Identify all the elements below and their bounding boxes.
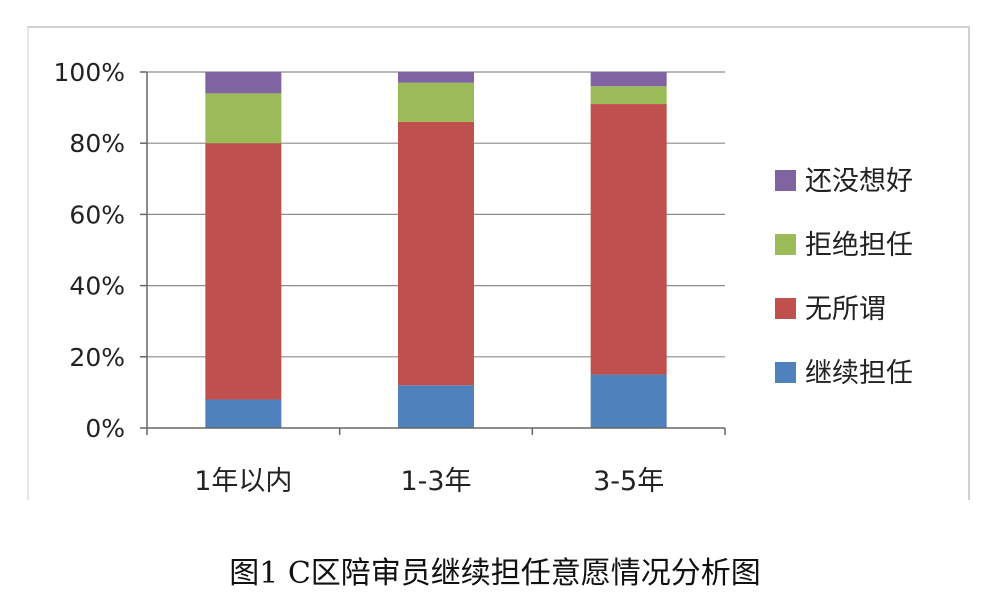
legend-label: 无所谓	[805, 294, 886, 325]
y-tick-label: 80%	[69, 129, 125, 158]
bar-segment	[590, 72, 667, 87]
stacked-bar-chart: 0% 20% 40% 60% 80% 100% 1年以内 1-3年 3-5年 还没想好拒绝担任…	[54, 58, 913, 497]
bar-segment	[590, 374, 667, 428]
chart-frame	[27, 26, 970, 500]
legend-swatch	[775, 234, 796, 255]
bar-segment	[205, 143, 282, 400]
x-category-label: 1-3年	[400, 466, 471, 497]
legend-label: 拒绝担任	[805, 230, 913, 261]
bar-segment	[398, 121, 474, 386]
bar-segment	[590, 86, 667, 105]
y-tick-label: 100%	[54, 58, 125, 87]
bars	[205, 72, 667, 428]
y-tick-label: 60%	[69, 200, 125, 229]
bar-segment	[205, 93, 282, 144]
bar-segment	[398, 82, 474, 122]
legend-swatch	[775, 170, 796, 191]
y-tick-labels: 0% 20% 40% 60% 80% 100%	[54, 58, 125, 443]
figure-caption: 图1 C区陪审员继续担任意愿情况分析图	[229, 556, 761, 591]
bar-segment	[205, 72, 282, 94]
axes	[140, 71, 726, 435]
legend-swatch	[775, 298, 796, 319]
legend-swatch	[775, 362, 796, 383]
x-category-labels: 1年以内 1-3年 3-5年	[194, 466, 664, 497]
x-category-label: 3-5年	[593, 466, 664, 497]
x-category-label: 1年以内	[194, 466, 292, 497]
legend-label: 还没想好	[805, 166, 913, 197]
bar-segment	[398, 385, 474, 428]
y-tick-label: 40%	[69, 272, 125, 301]
y-tick-label: 20%	[69, 343, 125, 372]
bar-segment	[398, 72, 474, 83]
bar-segment	[590, 104, 667, 375]
legend-label: 继续担任	[805, 358, 913, 389]
bar-segment	[205, 399, 282, 428]
y-tick-label: 0%	[85, 414, 125, 443]
